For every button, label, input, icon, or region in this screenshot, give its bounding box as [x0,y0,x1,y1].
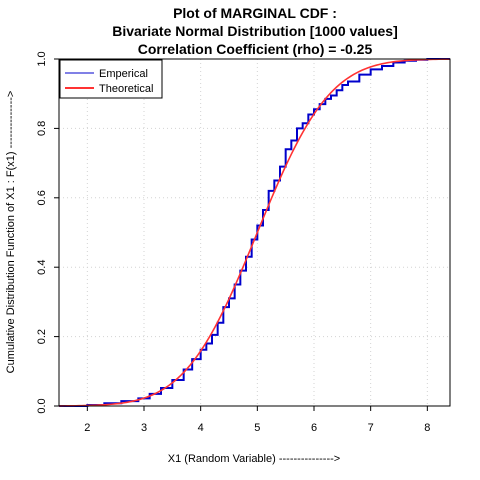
x-tick-label: 7 [368,422,374,434]
y-tick-label: 0.4 [36,260,48,275]
chart-title: Plot of MARGINAL CDF : [173,5,337,21]
y-tick-label: 0.8 [36,121,48,136]
y-tick-label: 0.2 [36,329,48,344]
x-tick-label: 3 [141,422,147,434]
legend-box [59,59,163,99]
legend-label-emperical: Emperical [99,68,148,80]
x-axis-ticks: 2 3 4 5 6 7 8 [84,406,430,434]
x-tick-label: 4 [198,422,204,434]
x-tick-label: 6 [311,422,317,434]
chart-subtitle-correlation: Correlation Coefficient (rho) = -0.25 [138,41,373,57]
grid-lines [59,58,450,407]
x-tick-label: 8 [424,422,430,434]
x-tick-label: 5 [254,422,260,434]
y-tick-label: 0.6 [36,190,48,205]
plot-frame [58,58,451,407]
series-line-emperical [59,58,450,407]
series-lines [58,58,451,407]
y-tick-label: 1.0 [36,51,48,66]
y-tick-label: 0.0 [36,398,48,413]
y-axis-label: Cumulative Distribution Function of X1 :… [5,91,17,374]
chart-subtitle-distribution: Bivariate Normal Distribution [1000 valu… [112,23,398,39]
legend: Emperical Theoretical [59,59,163,99]
series-line-theoretical [58,58,451,407]
legend-label-theoretical: Theoretical [99,83,153,95]
x-tick-label: 2 [84,422,90,434]
x-axis-label: X1 (Random Variable) ---------------> [168,453,340,465]
y-axis-ticks: 0.0 0.2 0.4 0.6 0.8 1.0 [36,51,59,414]
